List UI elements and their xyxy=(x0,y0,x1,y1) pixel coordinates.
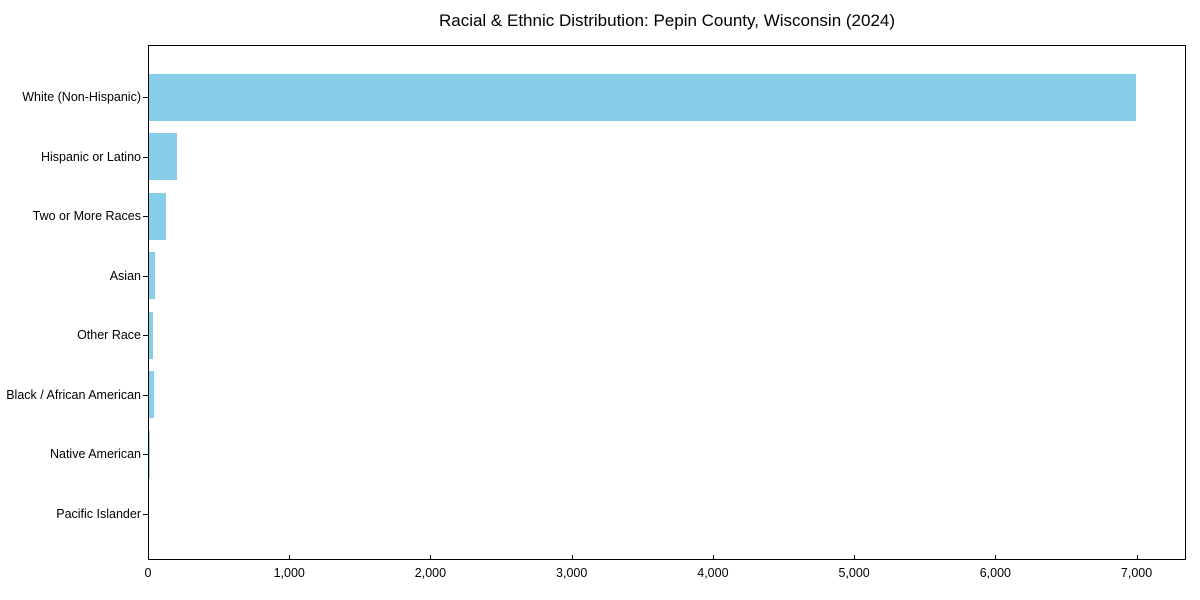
x-tick-label: 6,000 xyxy=(979,566,1011,580)
x-tick-mark xyxy=(571,555,573,559)
y-tick-mark xyxy=(143,513,148,515)
x-tick-mark xyxy=(854,555,856,559)
x-tick-mark xyxy=(430,555,432,559)
x-tick-mark xyxy=(148,555,149,559)
x-tick-label: 3,000 xyxy=(556,566,588,580)
y-tick-mark xyxy=(143,335,148,337)
bar-native-american xyxy=(149,430,151,478)
chart-title: Racial & Ethnic Distribution: Pepin Coun… xyxy=(438,11,896,30)
y-tick-label: Native American xyxy=(49,447,141,462)
bar-other-race xyxy=(149,311,154,359)
bar-two-or-more-races xyxy=(149,192,166,240)
y-tick-mark xyxy=(143,97,148,98)
y-tick-mark xyxy=(143,275,148,277)
x-tick-label: 4,000 xyxy=(697,566,729,580)
y-tick-label: Black / African American xyxy=(6,387,141,402)
x-tick-label: 5,000 xyxy=(838,566,870,580)
y-tick-label: Hispanic or Latino xyxy=(40,149,141,164)
x-tick-mark xyxy=(1136,555,1138,559)
y-tick-label: Two or More Races xyxy=(32,209,141,224)
y-tick-mark xyxy=(143,394,148,396)
y-tick-label: Other Race xyxy=(77,328,141,343)
y-tick-mark xyxy=(143,216,148,218)
x-tick-label: 2,000 xyxy=(414,566,447,580)
y-tick-label: Asian xyxy=(109,268,141,283)
x-tick-mark xyxy=(712,555,714,559)
plot-area xyxy=(148,45,1186,560)
x-tick-label: 1,000 xyxy=(273,566,305,580)
bar-asian xyxy=(149,252,156,300)
x-tick-label: 0 xyxy=(144,566,152,580)
x-tick-label: 7,000 xyxy=(1120,566,1153,580)
y-tick-label: Pacific Islander xyxy=(56,506,141,521)
y-tick-label: White (Non-Hispanic) xyxy=(22,90,141,104)
y-tick-mark xyxy=(143,454,148,456)
y-tick-mark xyxy=(143,156,148,158)
bar-hispanic-or-latino xyxy=(149,133,178,181)
bar-white-non-hispanic xyxy=(149,73,1136,121)
bar-black-african-american xyxy=(149,371,154,419)
x-tick-mark xyxy=(289,555,291,559)
x-tick-mark xyxy=(995,555,997,559)
